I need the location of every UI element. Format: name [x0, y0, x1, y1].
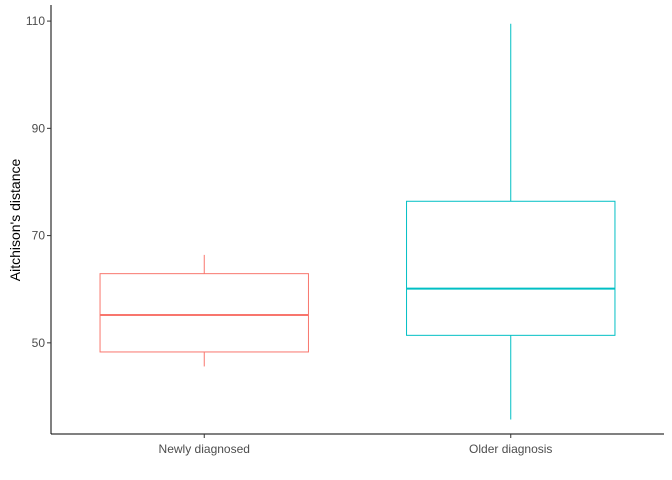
y-tick-label: 90	[32, 121, 46, 135]
box-older-diagnosis	[406, 23, 616, 420]
plot-area: 50 70 90 110 Newly diagnosed Older diagnosis	[26, 5, 664, 456]
y-axis-title: Aitchison's distance	[7, 159, 23, 282]
y-tick-label: 110	[26, 14, 45, 28]
y-ticks: 50 70 90 110	[26, 14, 51, 350]
iqr-box	[99, 273, 309, 353]
box-newly-diagnosed	[99, 254, 309, 367]
x-tick-label: Newly diagnosed	[159, 442, 250, 456]
x-ticks: Newly diagnosed Older diagnosis	[159, 434, 552, 456]
y-tick-label: 70	[32, 229, 46, 243]
iqr-box	[406, 200, 616, 336]
boxes	[99, 23, 616, 420]
y-tick-label: 50	[32, 336, 46, 350]
x-tick-label: Older diagnosis	[469, 442, 552, 456]
